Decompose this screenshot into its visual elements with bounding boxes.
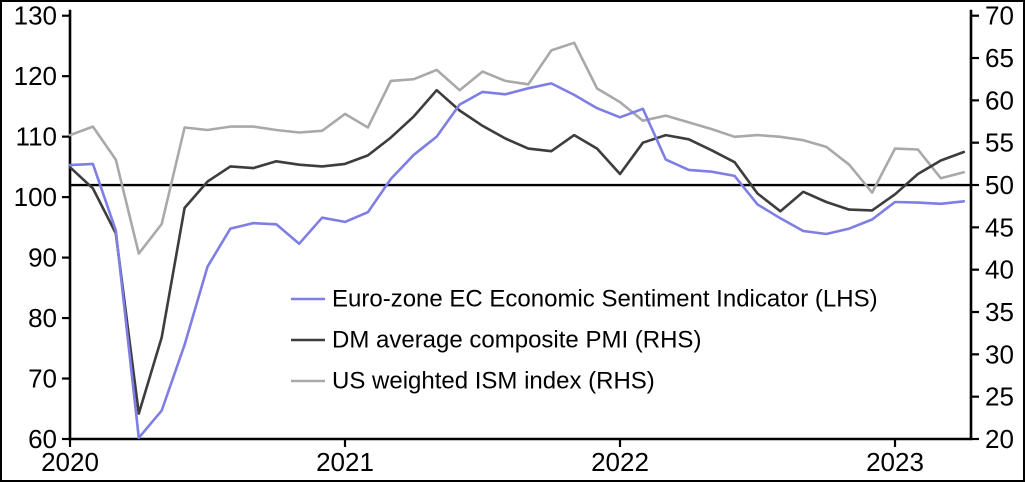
legend-label: Euro-zone EC Economic Sentiment Indicato… [332,286,878,313]
y-axis-right-tick-label: 45 [985,212,1014,242]
y-axis-right-tick-label: 35 [985,297,1014,327]
series-line-eurozone-esi [68,82,966,440]
y-axis-left-tick-label: 130 [14,2,57,31]
series-line-us-ism [68,41,966,255]
y-axis-left-tick-label: 110 [16,122,57,152]
legend-item: Euro-zone EC Economic Sentiment Indicato… [291,286,878,313]
x-axis-year-label: 2021 [316,447,374,477]
y-axis-left-tick-label: 90 [28,243,57,273]
y-axis-right-tick-label: 65 [985,43,1014,73]
y-axis-right-tick-label: 25 [985,382,1014,412]
y-axis-left-tick-label: 60 [28,424,57,454]
legend-label: US weighted ISM index (RHS) [332,368,655,395]
y-axis-right-tick-label: 55 [985,128,1014,158]
series-line-dm-composite-pmi [68,88,966,415]
y-axis-left-tick-label: 100 [14,182,57,212]
legend-item: DM average composite PMI (RHS) [291,327,701,354]
y-axis-left-tick-label: 120 [14,61,57,91]
x-axis-year-label: 2023 [866,447,924,477]
y-axis-right-tick-label: 70 [985,2,1014,31]
x-axis-year-label: 2022 [591,447,649,477]
legend-label: DM average composite PMI (RHS) [332,327,701,354]
y-axis-left-tick-label: 80 [28,303,57,333]
y-axis-right-tick-label: 20 [985,424,1014,454]
y-axis-right-tick-label: 40 [985,255,1014,285]
y-axis-right-tick-label: 50 [985,170,1014,200]
legend-item: US weighted ISM index (RHS) [291,368,655,395]
x-axis-year-label: 2020 [41,447,99,477]
y-axis-left-tick-label: 70 [28,364,57,394]
y-axis-right-tick-label: 60 [985,85,1014,115]
y-axis-right-tick-label: 30 [985,339,1014,369]
